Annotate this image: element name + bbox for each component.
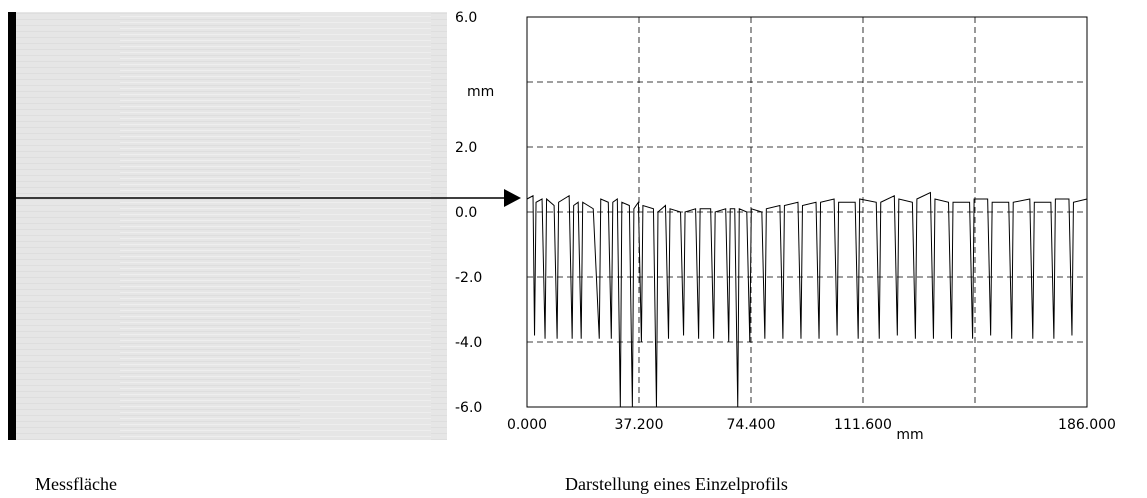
x-tick-label: 37.200: [615, 417, 664, 433]
y-axis-label: mm: [467, 84, 494, 100]
x-axis-label: mm: [896, 427, 923, 443]
image-edge: [8, 12, 16, 440]
arrow-head: [504, 189, 521, 207]
surface-image: [16, 12, 447, 440]
left-caption: Messfläche: [35, 474, 117, 494]
x-tick-label: 0.000: [507, 417, 547, 433]
x-tick-label: 111.600: [834, 417, 892, 433]
y-tick-label: -6.0: [455, 400, 482, 416]
y-tick-label: 6.0: [455, 10, 477, 26]
x-tick-label: 186.000: [1058, 417, 1116, 433]
right-caption: Darstellung eines Einzelprofils: [565, 474, 788, 494]
profile-line: [526, 191, 1088, 408]
y-tick-label: -2.0: [455, 270, 482, 286]
x-tick-label: 74.400: [727, 417, 776, 433]
y-tick-label: -4.0: [455, 335, 482, 351]
y-tick-label: 2.0: [455, 140, 477, 156]
y-tick-label: 0.0: [455, 205, 477, 221]
